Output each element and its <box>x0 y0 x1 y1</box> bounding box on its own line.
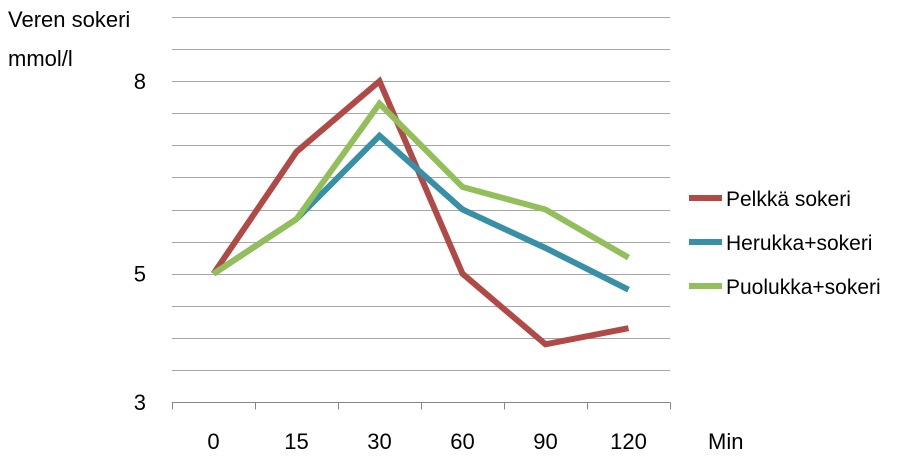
x-tick-marks <box>172 402 671 410</box>
x-tick-label: 15 <box>284 429 308 454</box>
series-line-2 <box>211 98 631 277</box>
y-tick-labels: 3 5 8 <box>134 69 146 415</box>
series-line-0 <box>211 76 630 348</box>
series-lines <box>211 76 631 348</box>
x-tick-label: 90 <box>533 429 557 454</box>
x-tick-label: 120 <box>610 429 647 454</box>
legend: Pelkkä sokeri Herukka+sokeri Puolukka+soke… <box>689 188 881 299</box>
x-tick-labels: 0 15 30 60 90 120 <box>207 429 646 454</box>
y-tick-label: 5 <box>134 262 146 287</box>
y-tick-label: 3 <box>134 390 146 415</box>
y-tick-label: 8 <box>134 69 146 94</box>
legend-label: Puolukka+sokeri <box>726 276 881 299</box>
x-tick-label: 60 <box>450 429 474 454</box>
x-axis-label: Min <box>708 429 743 454</box>
y-axis-label-line2: mmol/l <box>8 46 73 71</box>
series-line-1 <box>211 131 630 293</box>
y-axis-label-line1: Veren sokeri <box>8 7 130 32</box>
legend-label: Herukka+sokeri <box>726 232 872 255</box>
x-tick-label: 0 <box>207 429 219 454</box>
legend-label: Pelkkä sokeri <box>726 188 851 211</box>
gridlines <box>172 17 670 371</box>
x-tick-label: 30 <box>367 429 391 454</box>
